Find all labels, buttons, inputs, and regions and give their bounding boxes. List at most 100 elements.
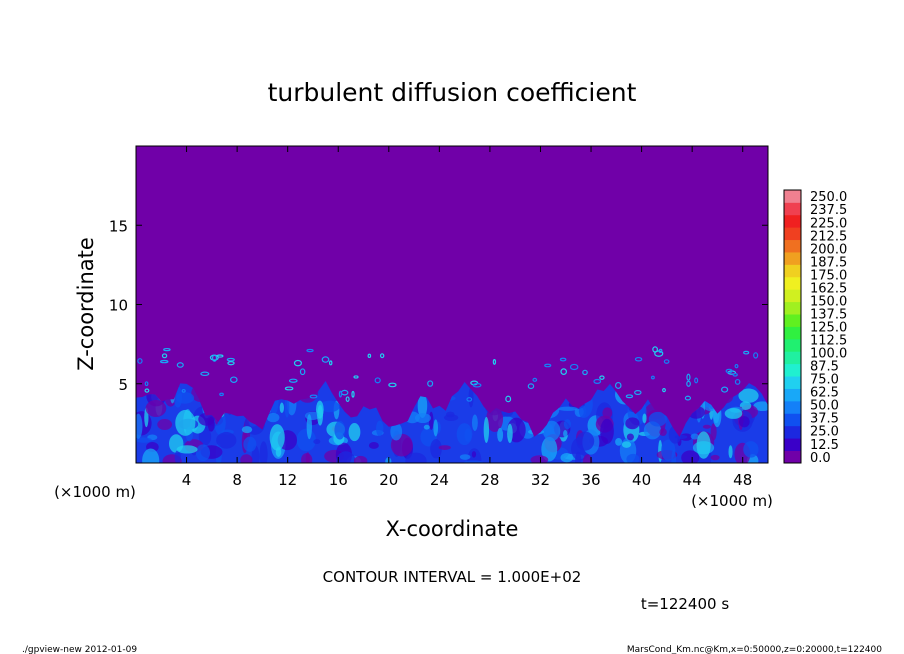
- colorbar-label: 62.5: [810, 386, 839, 401]
- turbulence-blob: [563, 419, 571, 430]
- y-axis-ticks: 5 10 15: [109, 217, 768, 394]
- turbulence-wisp: [226, 357, 235, 362]
- turbulence-blob: [438, 445, 451, 450]
- turbulence-wisp: [200, 371, 210, 377]
- turbulence-blob: [690, 433, 699, 440]
- turbulence-blob: [446, 411, 455, 418]
- turbulence-wisp: [181, 388, 186, 393]
- turbulence-wisp: [163, 347, 171, 352]
- turbulence-wisp: [743, 350, 750, 355]
- turbulence-wisp: [227, 361, 235, 366]
- turbulence-wisp: [161, 353, 168, 359]
- turbulence-blob: [284, 396, 290, 418]
- time-label: t=122400 s: [641, 595, 729, 613]
- colorbar-label: 200.0: [810, 242, 847, 257]
- turbulence-wisp: [176, 362, 184, 368]
- colorbar-swatch: [784, 202, 801, 216]
- turbulence-blob: [578, 405, 587, 418]
- turbulence-wisp: [379, 353, 385, 359]
- turbulence-blob: [175, 409, 196, 436]
- x-tick-label: 16: [329, 471, 348, 489]
- turbulence-wisp: [582, 369, 588, 376]
- turbulence-wisp: [216, 354, 224, 358]
- turbulence-wisp: [374, 377, 381, 384]
- turbulence-wisp: [299, 368, 306, 376]
- colorbar-swatch: [784, 214, 801, 228]
- colorbar-label: 112.5: [810, 334, 847, 349]
- turbulence-blob: [471, 451, 477, 458]
- turbulence-wisp: [328, 360, 333, 366]
- turbulence-blob: [738, 388, 759, 403]
- colorbar-swatch: [784, 252, 801, 265]
- turbulence-wisp: [686, 373, 691, 381]
- turbulence-blob: [710, 423, 717, 441]
- turbulence-wisp: [532, 377, 538, 382]
- turbulence-blob: [557, 406, 578, 411]
- turbulence-blob: [615, 438, 623, 446]
- colorbar-swatch: [784, 413, 801, 427]
- turbulence-blob: [241, 426, 253, 434]
- turbulence-wisp: [351, 390, 355, 398]
- turbulence-blob: [456, 423, 473, 446]
- turbulence-blob: [348, 422, 361, 442]
- turbulence-wisp: [634, 389, 642, 396]
- turbulence-blob: [136, 437, 152, 443]
- colorbar-swatch: [784, 314, 801, 327]
- turbulence-blob: [471, 414, 478, 431]
- turbulence-blob: [251, 445, 260, 463]
- turbulence-blob: [176, 445, 198, 454]
- turbulence-wisp: [593, 378, 602, 384]
- footer-right: MarsCond_Km.nc@Km,x=0:50000,z=0:20000,t=…: [627, 645, 882, 654]
- colorbar-swatch: [784, 301, 801, 315]
- y-axis-label: Z-coordinate: [74, 237, 98, 371]
- turbulence-wisp: [306, 348, 314, 353]
- turbulence-wisp: [309, 394, 318, 399]
- colorbar: 0.012.525.037.550.062.575.087.5100.0112.…: [783, 189, 847, 466]
- turbulence-blob: [157, 419, 173, 430]
- x-tick-label: 4: [182, 471, 192, 489]
- turbulence-wisp: [599, 375, 605, 380]
- turbulence-blob: [216, 432, 237, 449]
- turbulence-wisp: [288, 378, 298, 383]
- turbulence-blob: [681, 450, 700, 463]
- turbulence-blob: [696, 431, 711, 459]
- turbulence-blob: [240, 454, 253, 463]
- turbulence-wisp: [753, 352, 759, 359]
- turbulence-wisp: [284, 386, 294, 391]
- colorbar-label: 50.0: [810, 399, 839, 414]
- turbulence-blob: [626, 453, 640, 463]
- turbulence-wisp: [732, 372, 738, 377]
- turbulence-wisp: [663, 359, 670, 364]
- colorbar-label: 12.5: [810, 438, 839, 453]
- colorbar-swatch: [784, 227, 801, 241]
- footer-left: ./gpview-new 2012-01-09: [22, 645, 137, 654]
- colorbar-swatch: [784, 376, 801, 389]
- turbulence-wisp: [721, 386, 729, 393]
- colorbar-swatch: [784, 425, 801, 439]
- turbulence-wisp: [345, 396, 350, 402]
- turbulence-blob: [600, 418, 614, 444]
- turbulence-blob: [602, 407, 613, 419]
- turbulence-wisp: [466, 397, 473, 402]
- turbulence-blob: [542, 420, 561, 442]
- colorbar-swatch: [784, 326, 801, 340]
- x-unit-right: (×1000 m): [691, 492, 773, 510]
- turbulence-wisp: [662, 388, 666, 393]
- turbulence-blob: [625, 417, 640, 430]
- turbulence-blob: [174, 450, 181, 463]
- turbulence-blob: [728, 445, 733, 459]
- turbulence-blob: [507, 423, 513, 443]
- turbulence-blob: [753, 401, 768, 412]
- turbulence-blob: [269, 424, 285, 451]
- x-tick-label: 48: [733, 471, 752, 489]
- turbulence-wisp: [658, 348, 663, 353]
- y-tick-label: 5: [118, 376, 128, 394]
- colorbar-label: 37.5: [810, 412, 839, 427]
- colorbar-label: 75.0: [810, 373, 839, 388]
- turbulence-blob: [266, 412, 280, 423]
- colorbar-label: 100.0: [810, 347, 847, 362]
- turbulence-wisp: [652, 346, 658, 353]
- turbulence-blob: [497, 427, 504, 442]
- turbulence-blob: [739, 416, 750, 428]
- turbulence-blob: [724, 407, 743, 419]
